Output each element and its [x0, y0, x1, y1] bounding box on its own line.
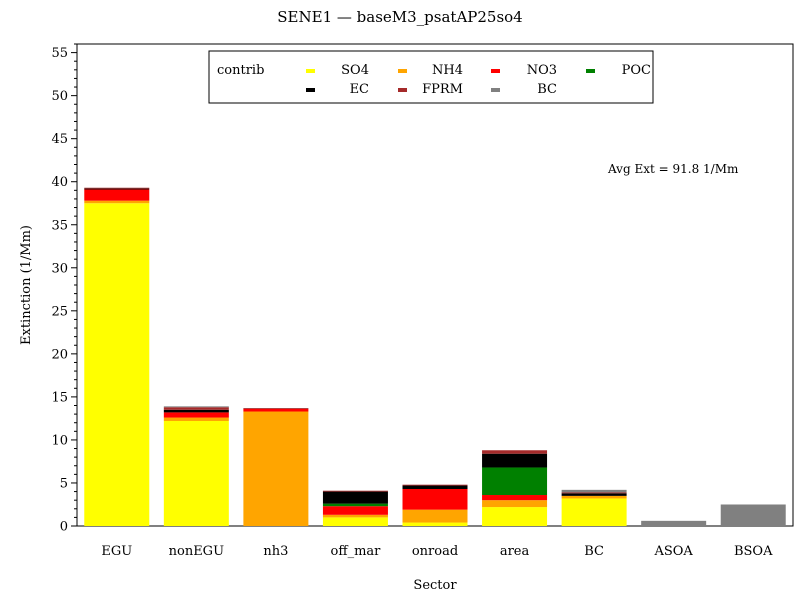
bar-segment-nh4 — [84, 200, 150, 204]
bar-segment-nh4 — [561, 495, 627, 499]
bar-segment-so4 — [163, 420, 229, 526]
bar-segment-nh4 — [163, 417, 229, 421]
bar-segment-ec — [84, 188, 150, 190]
legend-label-poc: POC — [622, 63, 651, 78]
legend-swatch-no3 — [491, 69, 500, 73]
bar-segment-so4 — [561, 498, 627, 526]
bar-segment-bc — [720, 504, 786, 526]
chart-title: SENE1 — baseM3_psatAP25so4 — [277, 8, 522, 26]
x-tick-label: BSOA — [734, 544, 773, 559]
legend-swatch-bc — [491, 88, 500, 92]
bar-segment-fprm — [84, 187, 150, 189]
x-tick-label: nh3 — [263, 544, 288, 559]
legend-swatch-poc — [586, 69, 595, 73]
bar-segment-ec — [163, 409, 229, 413]
bar-segment-so4 — [84, 203, 150, 526]
legend-swatch-nh4 — [398, 69, 407, 73]
bar-segment-nh4 — [482, 500, 548, 508]
bar-segment-ec — [322, 491, 388, 504]
y-tick-label: 5 — [60, 476, 68, 491]
x-tick-label: area — [500, 544, 530, 559]
x-tick-label: nonEGU — [169, 544, 224, 559]
y-tick-label: 35 — [51, 218, 68, 233]
bar-segment-no3 — [482, 495, 548, 501]
bar-segment-so4 — [482, 507, 548, 526]
x-tick-label: off_mar — [331, 544, 382, 559]
legend-label-nh4: NH4 — [432, 63, 463, 78]
y-axis-label: Extinction (1/Mm) — [19, 225, 34, 345]
bar-segment-so4 — [322, 517, 388, 526]
legend-label-so4: SO4 — [341, 63, 369, 78]
legend-swatch-so4 — [306, 69, 315, 73]
bar-segment-fprm — [243, 408, 309, 409]
bar-segment-no3 — [322, 506, 388, 515]
legend-swatch-fprm — [398, 88, 407, 92]
bar-segment-no3 — [243, 408, 309, 412]
y-tick-label: 55 — [51, 46, 68, 61]
legend-box — [208, 50, 654, 104]
y-tick-label: 20 — [51, 347, 68, 362]
y-tick-label: 50 — [51, 89, 68, 104]
legend-label-bc: BC — [537, 82, 557, 97]
legend: contrib SO4 NH4 NO3 POC EC FPRM BC — [208, 50, 654, 104]
bar-segment-poc — [322, 503, 388, 507]
legend-label-fprm: FPRM — [422, 82, 463, 97]
bar-segment-ec — [482, 453, 548, 468]
bar-group — [84, 187, 786, 526]
legend-swatch-ec — [306, 88, 315, 92]
y-tick-label: 30 — [51, 261, 68, 276]
bar-segment-nh4 — [243, 411, 309, 526]
bar-segment-fprm — [322, 490, 388, 492]
avg-ext-annotation: Avg Ext = 91.8 1/Mm — [607, 162, 739, 176]
y-tick-label: 15 — [51, 390, 68, 405]
bar-segment-fprm — [163, 407, 229, 410]
bar-segment-nh4 — [322, 514, 388, 518]
bar-segment-fprm — [482, 450, 548, 454]
bar-segment-ec — [402, 485, 468, 489]
bar-segment-so4 — [402, 522, 468, 526]
x-tick-label: EGU — [101, 544, 132, 559]
bar-segment-bc — [163, 406, 229, 408]
legend-title: contrib — [217, 63, 264, 78]
y-tick-label: 40 — [51, 175, 68, 190]
y-tick-label: 45 — [51, 132, 68, 147]
bar-segment-bc — [641, 520, 707, 526]
bar-segment-no3 — [402, 488, 468, 510]
x-axis: EGU nonEGU nh3 off_mar onroad area BC ASOA BSOA — [101, 544, 773, 559]
x-tick-label: onroad — [412, 544, 458, 559]
y-tick-label: 0 — [60, 520, 68, 535]
x-axis-label: Sector — [413, 578, 457, 593]
y-tick-label: 10 — [51, 433, 68, 448]
bar-segment-nh4 — [402, 509, 468, 523]
legend-label-no3: NO3 — [527, 63, 557, 78]
y-axis: 0 5 10 15 20 25 30 35 40 45 50 55 — [51, 43, 77, 535]
bar-segment-bc — [561, 489, 627, 493]
bar-segment-fprm — [561, 492, 627, 494]
x-tick-label: BC — [584, 544, 604, 559]
bar-segment-fprm — [402, 484, 468, 486]
bar-segment-ec — [561, 493, 627, 496]
x-tick-label: ASOA — [653, 544, 693, 559]
y-tick-label: 25 — [51, 304, 68, 319]
bar-segment-no3 — [163, 412, 229, 418]
legend-label-ec: EC — [350, 82, 369, 97]
bar-segment-poc — [482, 467, 548, 496]
bar-segment-no3 — [84, 189, 150, 201]
